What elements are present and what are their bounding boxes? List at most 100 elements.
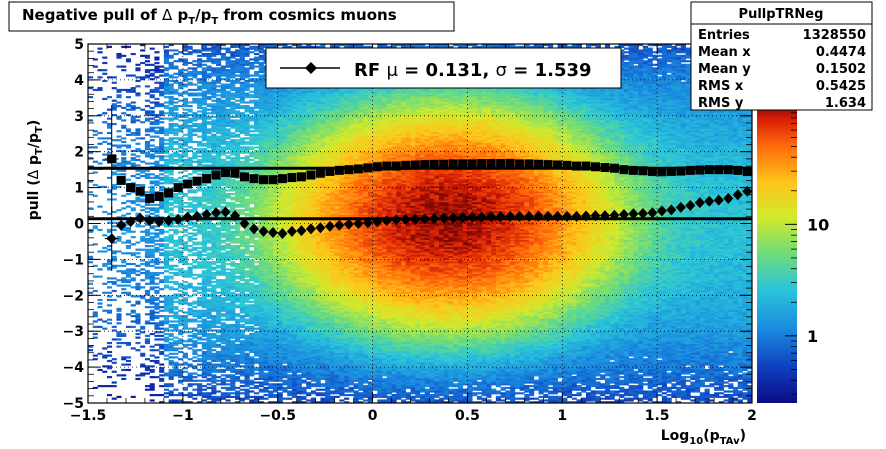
square-marker [676, 166, 686, 176]
diamond-marker [163, 215, 174, 227]
diamond-marker [400, 214, 411, 226]
diamond-marker [391, 214, 402, 226]
x-axis-label: Log10(pTAv) [661, 428, 746, 447]
stats-rows: Entries 1328550 Mean x 0.4474 Mean y 0.1502 RM… [698, 28, 866, 111]
x-tick-label: 0.5 [455, 408, 480, 424]
diamond-marker [296, 225, 307, 237]
square-marker [553, 160, 563, 170]
diamond-marker [201, 209, 212, 221]
square-marker [258, 175, 268, 185]
diamond-marker [419, 213, 430, 225]
diamond-marker [211, 207, 222, 219]
square-marker [562, 160, 572, 170]
square-marker [647, 166, 657, 176]
square-marker [638, 166, 648, 176]
diamond-marker [324, 220, 335, 232]
square-marker [372, 162, 382, 172]
square-marker [505, 159, 515, 169]
square-marker [685, 165, 695, 175]
square-marker [221, 168, 231, 178]
diamond-marker [457, 211, 468, 223]
y-tick-label: 5 [74, 37, 84, 53]
diamond-marker [524, 210, 535, 222]
diamond-marker [258, 225, 269, 237]
diamond-marker [732, 189, 743, 201]
diamond-marker [599, 210, 610, 222]
diamond-marker [571, 210, 582, 222]
y-tick-label: −3 [63, 324, 84, 340]
y-tick-label: 1 [74, 181, 84, 197]
diamond-marker [713, 194, 724, 206]
diamond-marker [543, 210, 554, 222]
square-marker [401, 160, 411, 170]
y-tick-label: −2 [63, 288, 84, 304]
square-marker [448, 159, 458, 169]
square-marker [410, 160, 420, 170]
diamond-marker [742, 185, 753, 197]
legend-text: RF μ = 0.131, σ = 1.539 [354, 60, 592, 81]
heatmap-cells [88, 44, 752, 403]
diamond-marker [656, 205, 667, 217]
y-tick-label: 3 [74, 109, 84, 125]
square-marker [192, 176, 202, 186]
x-tick-label: −1.5 [70, 408, 107, 424]
stats-label: Mean x [698, 45, 751, 60]
square-marker [458, 159, 468, 169]
square-marker [496, 159, 506, 169]
colorbar: 1 10 [757, 104, 829, 403]
diamond-marker [675, 201, 686, 213]
diamond-marker [135, 212, 146, 224]
diamond-marker [467, 211, 478, 223]
diamond-marker [372, 216, 383, 228]
diamond-marker [495, 211, 506, 223]
square-marker [543, 160, 553, 170]
square-marker [590, 162, 600, 172]
stats-box: PullpTRNeg Entries 1328550 Mean x 0.4474 Mea… [690, 1, 873, 111]
square-marker [704, 165, 714, 175]
y-axis-label: pull (Δ pT/pT) [26, 120, 45, 221]
square-marker [467, 159, 477, 169]
stats-value: 0.4474 [816, 45, 866, 60]
colorbar-tick-label: 1 [807, 327, 818, 346]
square-marker [344, 165, 354, 175]
y-tick-label: −1 [63, 252, 84, 268]
diamond-marker [429, 212, 440, 224]
x-tick-label: 2 [747, 408, 757, 424]
square-marker [609, 163, 619, 173]
square-marker [581, 161, 591, 171]
x-tick-label: −0.5 [259, 408, 296, 424]
square-marker [334, 165, 344, 175]
diamond-marker [116, 219, 127, 231]
chart-title-box: Negative pull of Δ pT/pT from cosmics mu… [8, 1, 455, 32]
diamond-marker [106, 233, 117, 245]
square-marker [353, 164, 363, 174]
square-marker [572, 161, 582, 171]
stats-value: 1.634 [825, 96, 866, 111]
stats-value: 0.5425 [816, 79, 866, 94]
diamond-marker [581, 210, 591, 222]
diamond-marker [182, 211, 193, 223]
diamond-marker [514, 210, 525, 222]
diamond-marker [704, 195, 715, 207]
colorbar-tick-label: 10 [807, 215, 829, 234]
diamond-marker [286, 225, 297, 237]
square-marker [695, 165, 705, 175]
square-marker [439, 159, 449, 169]
stats-label: RMS x [698, 79, 744, 94]
square-marker [164, 188, 174, 198]
y-tick-label: 2 [74, 145, 84, 161]
square-marker [230, 168, 240, 178]
y-tick-label: 0 [74, 217, 84, 233]
diamond-marker [125, 216, 136, 228]
square-marker [240, 172, 250, 182]
diamond-marker [486, 211, 497, 223]
x-tick-label: 0 [368, 408, 378, 424]
square-marker [277, 174, 287, 184]
diamond-marker [666, 204, 677, 216]
square-marker [315, 168, 325, 178]
y-tick-label: 4 [74, 73, 84, 89]
square-marker [296, 172, 306, 182]
y-tick-label: −4 [63, 360, 85, 376]
stats-label: RMS y [698, 96, 744, 111]
